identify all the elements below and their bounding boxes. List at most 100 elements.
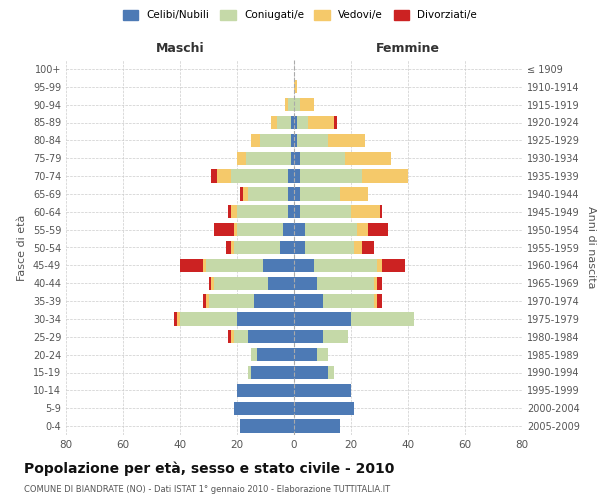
Bar <box>328 134 365 147</box>
Bar <box>214 223 234 236</box>
Bar <box>317 276 374 290</box>
Bar <box>300 205 351 218</box>
Bar <box>294 402 354 415</box>
Bar <box>237 312 294 326</box>
Bar <box>234 330 248 344</box>
Bar <box>300 152 346 165</box>
Bar <box>362 241 374 254</box>
Bar <box>254 294 294 308</box>
Bar <box>351 205 380 218</box>
Bar <box>294 152 300 165</box>
Bar <box>232 170 289 183</box>
Bar <box>251 134 260 147</box>
Bar <box>206 258 263 272</box>
Bar <box>277 116 291 129</box>
Bar <box>251 348 257 362</box>
Bar <box>294 134 297 147</box>
Bar <box>382 258 405 272</box>
Bar <box>377 258 382 272</box>
Bar <box>377 294 382 308</box>
Bar <box>203 258 206 272</box>
Bar <box>297 116 308 129</box>
Bar <box>232 241 234 254</box>
Bar <box>245 152 291 165</box>
Bar <box>294 187 300 200</box>
Bar <box>305 241 354 254</box>
Bar <box>260 134 291 147</box>
Bar <box>211 276 214 290</box>
Bar <box>280 241 294 254</box>
Bar <box>289 98 294 112</box>
Bar <box>377 276 382 290</box>
Bar <box>368 223 388 236</box>
Bar <box>234 223 237 236</box>
Bar <box>180 258 203 272</box>
Bar <box>240 420 294 433</box>
Bar <box>209 276 211 290</box>
Bar <box>174 312 177 326</box>
Bar <box>234 241 280 254</box>
Bar <box>248 187 289 200</box>
Bar <box>294 366 328 379</box>
Bar <box>294 294 323 308</box>
Bar <box>294 223 305 236</box>
Bar <box>294 258 314 272</box>
Bar <box>240 187 242 200</box>
Bar <box>291 134 294 147</box>
Bar <box>237 223 283 236</box>
Text: Maschi: Maschi <box>155 42 205 54</box>
Bar <box>180 312 237 326</box>
Bar <box>294 116 297 129</box>
Bar <box>328 366 334 379</box>
Bar <box>294 420 340 433</box>
Bar <box>203 294 206 308</box>
Bar <box>209 294 254 308</box>
Bar <box>340 187 368 200</box>
Bar <box>346 152 391 165</box>
Bar <box>291 152 294 165</box>
Bar <box>289 187 294 200</box>
Bar <box>294 312 351 326</box>
Bar <box>351 312 414 326</box>
Bar <box>214 276 268 290</box>
Bar <box>237 384 294 397</box>
Bar <box>268 276 294 290</box>
Bar <box>226 241 232 254</box>
Bar <box>294 205 300 218</box>
Bar <box>257 348 294 362</box>
Bar <box>300 170 362 183</box>
Y-axis label: Fasce di età: Fasce di età <box>17 214 27 280</box>
Legend: Celibi/Nubili, Coniugati/e, Vedovi/e, Divorziati/e: Celibi/Nubili, Coniugati/e, Vedovi/e, Di… <box>123 10 477 20</box>
Bar <box>251 366 294 379</box>
Text: Popolazione per età, sesso e stato civile - 2010: Popolazione per età, sesso e stato civil… <box>24 461 394 475</box>
Bar <box>248 366 251 379</box>
Y-axis label: Anni di nascita: Anni di nascita <box>586 206 596 289</box>
Bar <box>297 134 328 147</box>
Bar <box>294 276 317 290</box>
Bar <box>237 152 245 165</box>
Text: COMUNE DI BIANDRATE (NO) - Dati ISTAT 1° gennaio 2010 - Elaborazione TUTTITALIA.: COMUNE DI BIANDRATE (NO) - Dati ISTAT 1°… <box>24 486 390 494</box>
Bar <box>380 205 382 218</box>
Bar <box>283 223 294 236</box>
Bar <box>308 116 334 129</box>
Bar <box>354 241 362 254</box>
Bar <box>323 330 348 344</box>
Bar <box>217 170 232 183</box>
Bar <box>232 205 237 218</box>
Bar <box>177 312 180 326</box>
Bar <box>334 116 337 129</box>
Bar <box>314 258 377 272</box>
Bar <box>286 98 289 112</box>
Bar <box>248 330 294 344</box>
Bar <box>232 330 234 344</box>
Bar <box>237 205 289 218</box>
Bar <box>317 348 328 362</box>
Bar <box>300 98 314 112</box>
Bar <box>305 223 356 236</box>
Bar <box>206 294 209 308</box>
Bar <box>374 276 377 290</box>
Bar <box>323 294 374 308</box>
Bar <box>289 205 294 218</box>
Bar <box>294 80 297 94</box>
Text: Femmine: Femmine <box>376 42 440 54</box>
